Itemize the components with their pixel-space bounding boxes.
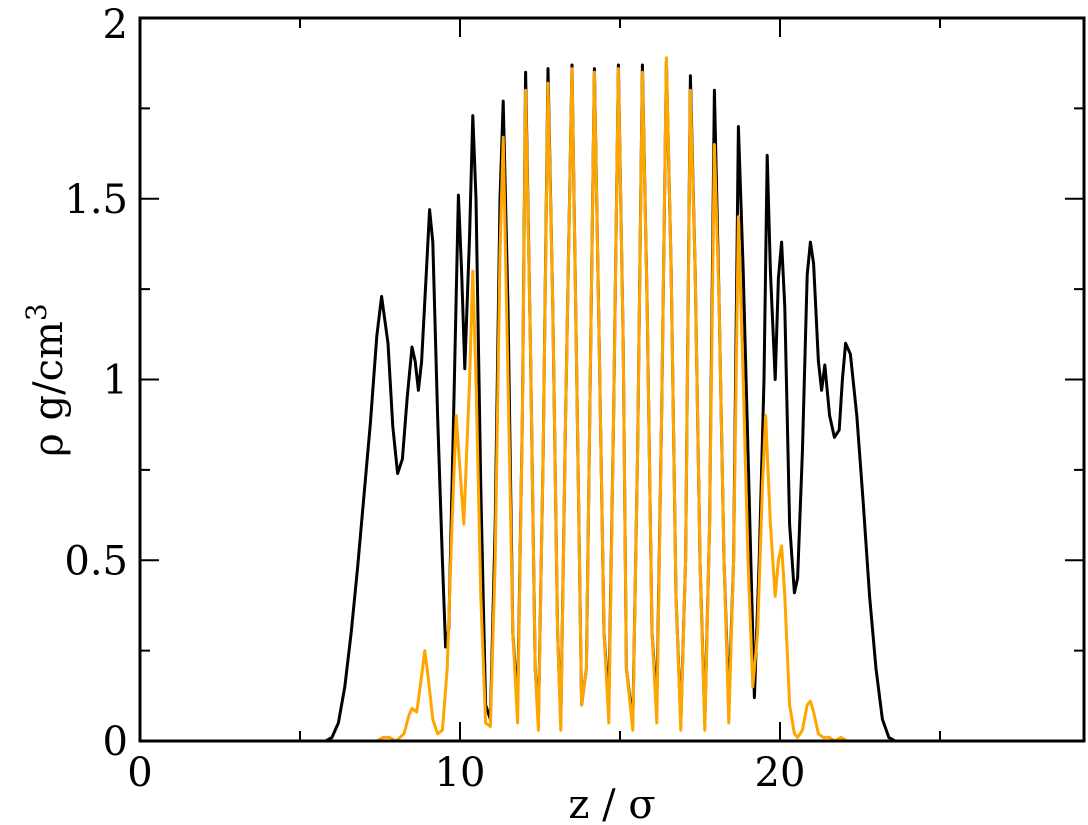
series-line-1 (140, 59, 1084, 743)
x-tick-label: 20 (755, 750, 806, 796)
x-tick-label: 0 (127, 750, 152, 796)
y-axis-label-main: ρ g/cm (26, 321, 72, 457)
y-tick-label: 1.5 (64, 177, 128, 223)
x-axis-label: z / σ (568, 782, 655, 825)
y-axis-label-superscript: 3 (20, 303, 53, 321)
y-tick-label: 0 (103, 719, 128, 765)
y-tick-label: 0.5 (64, 538, 128, 584)
y-axis-label: ρ g/cm3 (20, 303, 72, 456)
tick-layer (139, 17, 1084, 742)
series-line-2 (140, 56, 1084, 743)
x-tick-label: 10 (435, 750, 486, 796)
plot-frame (138, 16, 1086, 743)
svg-text:ρ g/cm3: ρ g/cm3 (20, 303, 72, 456)
series-layer (140, 56, 1084, 743)
y-tick-label: 2 (103, 2, 128, 48)
y-tick-label: 1 (103, 358, 128, 404)
label-layer: 0 10 20 0 0.5 1 1.5 2 (64, 2, 805, 796)
